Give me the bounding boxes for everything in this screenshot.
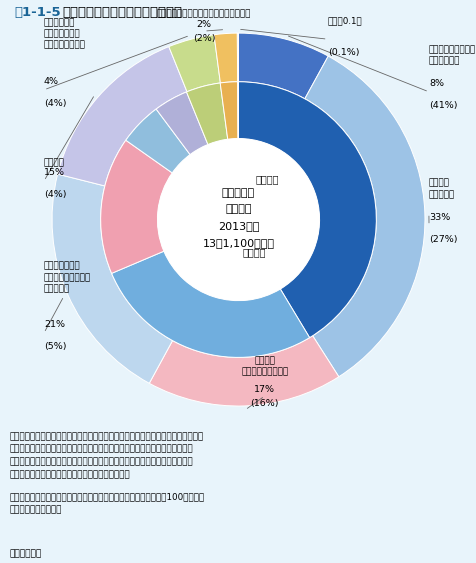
Wedge shape: [186, 83, 227, 145]
Text: (16%): (16%): [250, 399, 278, 408]
Text: ２：統計誤差、四捨五入等のため、排出量割合の合計は必ずしも100％になら
　　ないことがある。: ２：統計誤差、四捨五入等のため、排出量割合の合計は必ずしも100％になら ないこ…: [10, 493, 204, 515]
Text: 2%: 2%: [196, 20, 211, 29]
Text: 2013年度: 2013年度: [218, 221, 258, 231]
Text: 産業部門
（工場等）: 産業部門 （工場等）: [428, 179, 454, 199]
Text: 15%: 15%: [44, 168, 65, 177]
Text: 二酸化炭素排出量の部門別内訳: 二酸化炭素排出量の部門別内訳: [62, 6, 182, 19]
Text: 13億1,100万トン: 13億1,100万トン: [202, 238, 274, 248]
Wedge shape: [52, 174, 172, 383]
Wedge shape: [237, 82, 238, 138]
Wedge shape: [169, 35, 220, 92]
Wedge shape: [220, 82, 238, 139]
Wedge shape: [304, 56, 424, 377]
Text: 家庭部門: 家庭部門: [44, 159, 65, 168]
Wedge shape: [156, 92, 208, 155]
Wedge shape: [58, 47, 187, 186]
Wedge shape: [238, 33, 327, 99]
Circle shape: [157, 138, 319, 301]
Text: 33%: 33%: [428, 213, 449, 222]
Text: (2%): (2%): [192, 34, 215, 43]
Wedge shape: [126, 109, 189, 173]
Text: 二酸化炭素: 二酸化炭素: [221, 188, 255, 198]
Text: 運輸部門
（自動車・船舶等）: 運輸部門 （自動車・船舶等）: [241, 356, 288, 377]
Text: 4%: 4%: [44, 77, 59, 86]
Text: (41%): (41%): [428, 101, 456, 110]
Text: (5%): (5%): [44, 342, 66, 351]
Text: 総排出量: 総排出量: [225, 204, 251, 215]
Text: その他0.1％: その他0.1％: [327, 17, 362, 26]
Wedge shape: [100, 140, 172, 274]
Text: 業務その他部門
（商業・サービス・
事業所等）: 業務その他部門 （商業・サービス・ 事業所等）: [44, 262, 91, 293]
Text: 工業プロセス
及び製品の使用
（石灰石消費等）: 工業プロセス 及び製品の使用 （石灰石消費等）: [44, 19, 86, 50]
Text: 廃棄物（廃プラスチック、廃油の焼却）: 廃棄物（廃プラスチック、廃油の焼却）: [157, 9, 251, 18]
Text: (0.1%): (0.1%): [327, 48, 358, 57]
Wedge shape: [149, 336, 338, 406]
Text: (4%): (4%): [44, 190, 66, 199]
Wedge shape: [111, 251, 309, 358]
Text: 8%: 8%: [428, 79, 443, 88]
Text: 17%: 17%: [254, 385, 275, 394]
Text: 図1-1-5: 図1-1-5: [14, 6, 61, 19]
Wedge shape: [238, 82, 376, 338]
Text: 注１：内側の円は各部門の直接の排出量の割合（下段カッコ内の数字）を、また、
　　外側の円は電気事業者の発電に伴う排出量及び熱供給事業者の熱発生に伴
　　う排出量: 注１：内側の円は各部門の直接の排出量の割合（下段カッコ内の数字）を、また、 外側…: [10, 432, 203, 480]
Text: (4%): (4%): [44, 99, 66, 108]
Text: 資料：環境省: 資料：環境省: [10, 549, 42, 558]
Text: 間接排出: 間接排出: [242, 247, 266, 257]
Text: エネルギー転換部門
（発電所等）: エネルギー転換部門 （発電所等）: [428, 45, 475, 65]
Text: (27%): (27%): [428, 235, 456, 244]
Wedge shape: [214, 33, 237, 83]
Text: 21%: 21%: [44, 320, 65, 329]
Wedge shape: [237, 33, 238, 82]
Text: 直接排出: 直接排出: [255, 174, 278, 184]
